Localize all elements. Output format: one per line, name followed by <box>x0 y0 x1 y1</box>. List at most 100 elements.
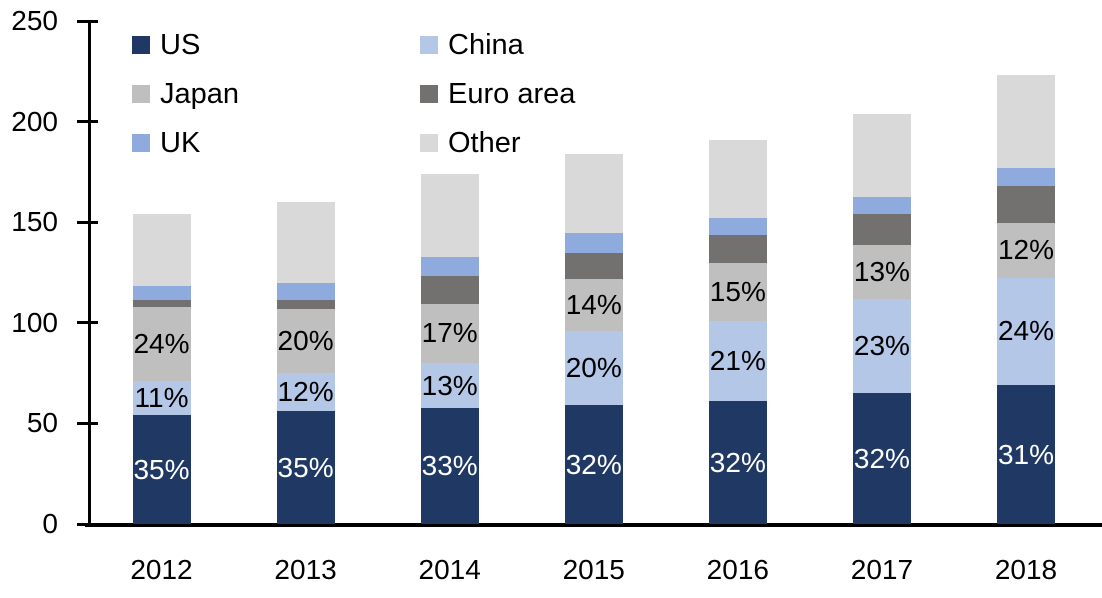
legend-label: Other <box>448 126 521 159</box>
segment-percent-label: 13% <box>421 369 478 401</box>
x-axis-category-label: 2015 <box>562 554 625 585</box>
bar-segment-uk-2016 <box>708 218 767 236</box>
legend-entry-china: China <box>420 30 575 59</box>
y-axis-tick <box>77 220 98 224</box>
bar-segment-other-2014 <box>420 173 479 258</box>
x-axis-category-label: 2012 <box>130 554 193 585</box>
x-axis-category-label: 2014 <box>418 554 481 585</box>
bar-segment-us-2017: 32% <box>852 393 911 524</box>
y-axis-tick <box>77 522 98 526</box>
y-axis-tick <box>77 321 98 325</box>
y-axis-tick-label: 0 <box>42 508 58 539</box>
segment-percent-label: 35% <box>277 451 334 483</box>
bar-segment-china-2012: 11% <box>132 381 191 416</box>
segment-percent-label: 24% <box>997 315 1055 347</box>
x-axis-category-label: 2013 <box>274 554 337 585</box>
y-axis-tick <box>77 421 98 425</box>
bar-2017: 32% 23% 13% <box>852 113 911 524</box>
bar-segment-us-2016: 32% <box>708 401 767 524</box>
bar-segment-us-2014: 33% <box>420 408 479 524</box>
segment-percent-label: 32% <box>709 446 766 478</box>
bar-2015: 32% 20% 14% <box>564 153 623 524</box>
legend: US China Japan Euro area UK Other <box>132 28 575 159</box>
bar-segment-other-2018 <box>997 75 1055 168</box>
bar-segment-uk-2017 <box>852 197 911 215</box>
bar-segment-china-2016: 21% <box>708 320 767 402</box>
bar-segment-china-2015: 20% <box>564 330 623 406</box>
y-axis-line <box>88 21 91 524</box>
segment-percent-label: 13% <box>853 256 910 287</box>
legend-entry-euro-area: Euro area <box>420 79 575 108</box>
segment-percent-label: 32% <box>565 448 622 480</box>
bar-segment-japan-2017: 13% <box>852 245 911 299</box>
bar-2018: 31% 24% 12% <box>997 75 1055 524</box>
bar-segment-japan-2012: 24% <box>132 306 191 382</box>
bar-segment-uk-2014 <box>420 257 479 276</box>
bar-segment-other-2017 <box>852 113 911 198</box>
x-axis-category-label: 2016 <box>706 554 769 585</box>
segment-percent-label: 11% <box>134 382 189 414</box>
y-axis-tick <box>77 19 98 23</box>
segment-percent-label: 21% <box>709 345 766 377</box>
bar-segment-japan-2014: 17% <box>420 303 479 364</box>
bar-segment-japan-2018: 12% <box>997 223 1055 278</box>
y-axis-tick-label: 100 <box>11 306 58 338</box>
bar-segment-other-2013 <box>276 202 335 283</box>
segment-percent-label: 12% <box>997 234 1055 266</box>
bar-segment-uk-2012 <box>132 285 191 300</box>
bar-segment-uk-2013 <box>276 282 335 300</box>
legend-entry-uk: UK <box>132 126 420 159</box>
legend-entry-other: Other <box>420 126 575 159</box>
bar-segment-euro-area-2015 <box>564 253 623 279</box>
bar-segment-euro-area-2012 <box>132 299 191 307</box>
legend-swatch-icon <box>420 134 438 152</box>
bar-segment-euro-area-2017 <box>852 214 911 246</box>
bar-segment-uk-2015 <box>564 233 623 254</box>
bar-segment-us-2012: 35% <box>132 415 191 524</box>
bar-segment-us-2018: 31% <box>997 385 1055 524</box>
legend-swatch-icon <box>132 85 150 103</box>
segment-percent-label: 20% <box>565 352 622 384</box>
y-axis-tick-label: 150 <box>11 206 58 238</box>
y-axis-tick <box>77 120 98 124</box>
legend-swatch-icon <box>420 36 438 54</box>
y-axis-tick-label: 200 <box>11 105 58 137</box>
legend-swatch-icon <box>132 134 150 152</box>
y-axis-tick-label: 250 <box>11 5 58 36</box>
bar-segment-us-2013: 35% <box>276 411 335 524</box>
segment-percent-label: 17% <box>421 317 478 349</box>
legend-swatch-icon <box>132 36 150 54</box>
bar-segment-other-2012 <box>132 214 191 286</box>
segment-percent-label: 15% <box>709 276 766 308</box>
legend-swatch-icon <box>420 85 438 103</box>
bar-2014: 33% 13% 17% <box>420 173 479 524</box>
segment-percent-label: 31% <box>997 438 1055 470</box>
y-axis-tick-label: 50 <box>26 407 58 439</box>
legend-entry-japan: Japan <box>132 77 420 110</box>
bar-segment-euro-area-2018 <box>997 186 1055 224</box>
bar-segment-uk-2018 <box>997 167 1055 186</box>
x-axis-category-label: 2017 <box>850 554 914 585</box>
legend-label: US <box>160 28 201 61</box>
bar-segment-us-2015: 32% <box>564 405 623 524</box>
bar-segment-euro-area-2016 <box>708 235 767 264</box>
bar-segment-china-2017: 23% <box>852 298 911 394</box>
segment-percent-label: 23% <box>853 329 910 361</box>
segment-percent-label: 20% <box>277 324 334 356</box>
segment-percent-label: 12% <box>277 376 334 408</box>
segment-percent-label: 35% <box>133 453 190 485</box>
legend-label: UK <box>160 126 201 159</box>
bar-segment-euro-area-2013 <box>276 299 335 309</box>
x-axis-category-label: 2018 <box>994 554 1058 585</box>
bar-segment-china-2018: 24% <box>997 277 1055 386</box>
segment-percent-label: 14% <box>565 288 622 320</box>
bar-segment-japan-2015: 14% <box>564 278 623 331</box>
bar-segment-china-2013: 12% <box>276 373 335 412</box>
legend-label: Japan <box>160 77 240 110</box>
bar-segment-japan-2013: 20% <box>276 308 335 374</box>
legend-entry-us: US <box>132 28 420 61</box>
bar-2016: 32% 21% 15% <box>708 139 767 524</box>
segment-percent-label: 24% <box>133 327 190 359</box>
segment-percent-label: 33% <box>421 450 478 482</box>
